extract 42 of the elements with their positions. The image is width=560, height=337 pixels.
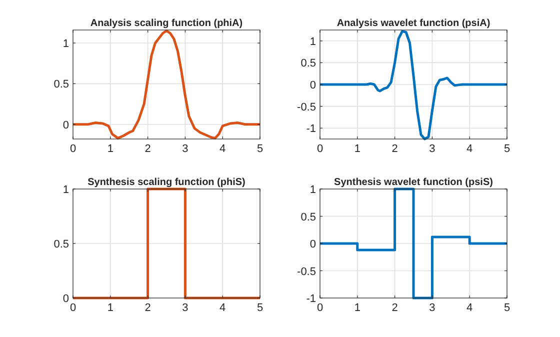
x-tick-label: 3 (429, 143, 436, 155)
chart-title: Analysis wavelet function (psiA) (336, 18, 490, 29)
y-tick-label: -0.5 (297, 101, 316, 114)
x-tick-label: 4 (466, 302, 473, 314)
x-tick-label: 1 (107, 302, 114, 314)
x-tick-label: 2 (144, 143, 151, 155)
chart-title: Synthesis scaling function (phiS) (88, 177, 246, 188)
y-tick-label: 0 (310, 238, 316, 250)
chart-title: Synthesis wavelet function (psiS) (334, 177, 493, 188)
y-tick-label: 0.5 (54, 78, 69, 91)
y-tick-label: 1 (310, 36, 316, 48)
x-tick-label: 4 (220, 143, 226, 155)
x-tick-label: 5 (504, 302, 510, 314)
y-tick-label: 0.5 (300, 211, 316, 224)
x-tick-label: 2 (144, 302, 151, 314)
y-tick-label: 1 (62, 38, 69, 50)
y-tick-label: 0.5 (300, 58, 316, 70)
x-tick-label: 1 (354, 143, 360, 155)
y-tick-label: -1 (306, 123, 316, 136)
x-tick-label: 3 (429, 302, 436, 314)
x-tick-label: 3 (182, 143, 188, 155)
y-tick-label: 0 (310, 80, 316, 92)
y-tick-label: -0.5 (297, 266, 316, 278)
x-tick-label: 4 (466, 143, 473, 155)
chart-title: Analysis scaling function (phiA) (90, 18, 243, 29)
y-tick-label: 1 (310, 184, 316, 196)
y-tick-label: 0.5 (54, 238, 69, 250)
x-tick-label: 3 (182, 302, 188, 314)
y-tick-label: -1 (306, 293, 316, 305)
x-tick-label: 2 (392, 302, 398, 314)
line-series (72, 30, 262, 140)
x-tick-label: 5 (256, 143, 264, 155)
x-tick-label: 1 (354, 302, 360, 314)
line-series (318, 30, 508, 140)
y-tick-label: 0 (62, 119, 69, 132)
y-tick-label: 0 (62, 293, 69, 305)
x-tick-label: 5 (256, 302, 264, 314)
x-tick-label: 5 (504, 143, 510, 155)
y-tick-label: 1 (62, 184, 69, 196)
x-tick-label: 1 (107, 143, 114, 155)
x-tick-label: 2 (392, 143, 398, 155)
x-tick-label: 4 (220, 302, 226, 314)
